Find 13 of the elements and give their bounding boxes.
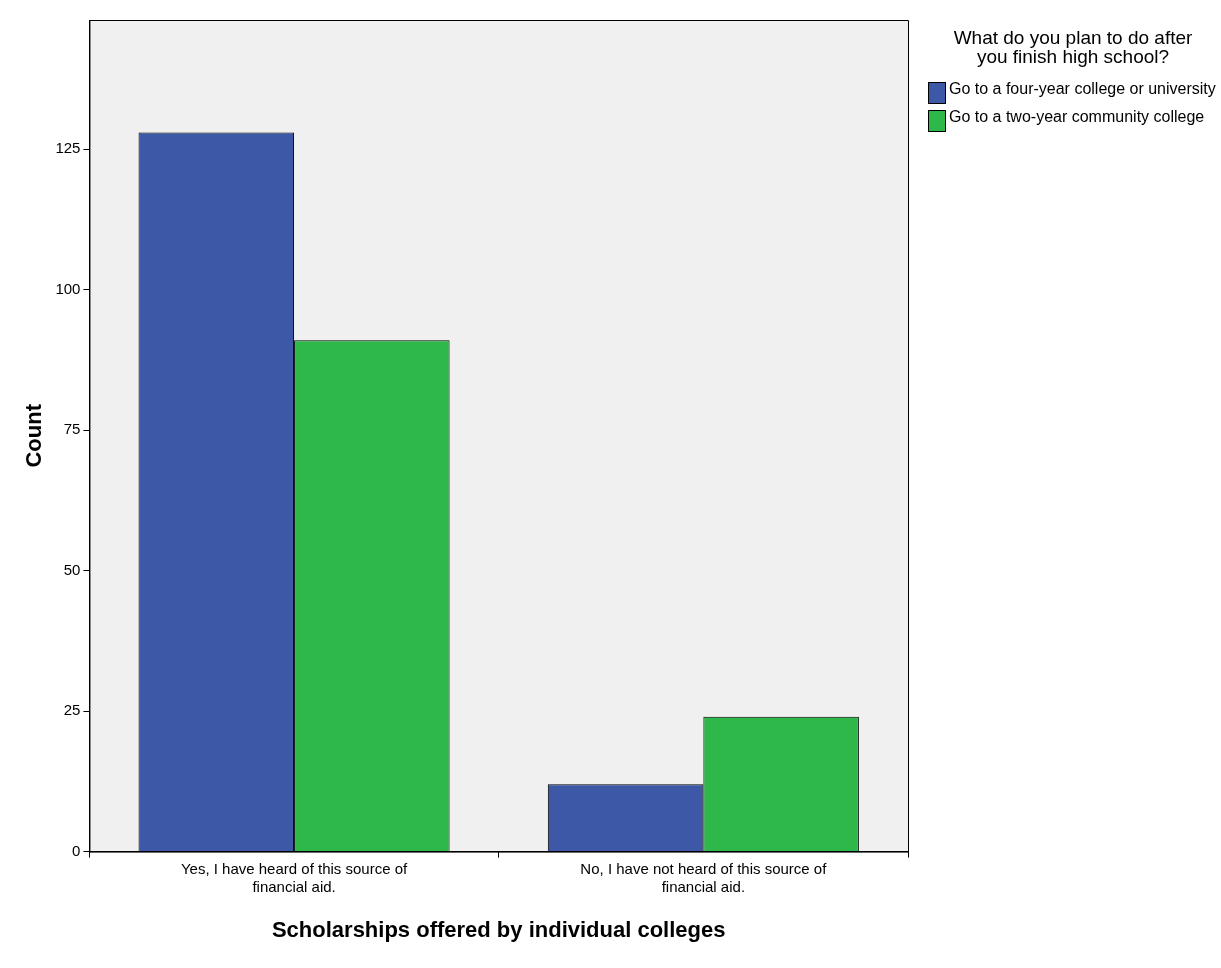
y-tick-label: 75 [63,420,81,438]
legend-title: What do you plan to do after you finish high school? [952,27,1194,67]
x-axis-title: Scholarships offered by individual colleges [271,916,726,942]
y-tick-label: 125 [55,139,81,157]
x-tick-label: No, I have not heard of this source of financial aid. [580,859,828,895]
y-tick-label: 25 [63,701,81,719]
x-tick-label: Yes, I have heard of this source of financial aid. [180,859,409,895]
legend-label: Go to a four-year college or university [949,80,1216,98]
y-tick-label: 100 [55,279,81,297]
legend-label: Go to a two-year community college [949,108,1205,126]
y-tick-label: 50 [63,560,81,578]
y-axis-title: Count [21,403,47,468]
y-tick-label: 0 [72,841,81,859]
